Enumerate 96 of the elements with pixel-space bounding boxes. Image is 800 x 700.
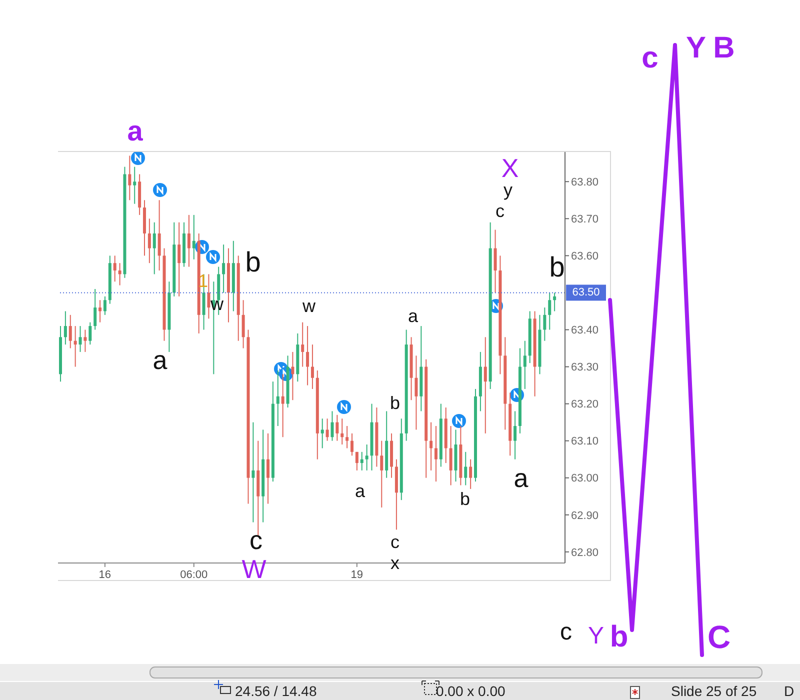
- y-tick-label: 63.80: [571, 176, 599, 189]
- candlestick: [414, 355, 418, 430]
- y-tick-label: 63.30: [571, 362, 599, 374]
- annotation: x: [390, 553, 400, 573]
- candlestick: [346, 426, 349, 449]
- y-tick-label: 63.70: [571, 214, 599, 226]
- ref-line-label: 63.50: [572, 286, 600, 299]
- annotation: X: [501, 153, 519, 183]
- candlestick: [192, 214, 196, 260]
- candlestick: [548, 292, 552, 330]
- annotation: b: [390, 393, 400, 413]
- candlestick: [158, 200, 161, 271]
- candlestick: [306, 326, 310, 386]
- annotation: a: [408, 306, 419, 326]
- candlestick: [187, 214, 190, 268]
- candlestick: [128, 155, 132, 201]
- annotation: W: [242, 554, 267, 584]
- candlestick: [291, 351, 294, 401]
- candlestick: [350, 432, 354, 456]
- candlestick: [449, 426, 452, 486]
- candlestick: [113, 255, 116, 282]
- candlestick: [336, 414, 339, 442]
- annotation: a: [514, 463, 529, 493]
- candlestick: [326, 418, 329, 442]
- text: a: [127, 116, 144, 146]
- annotation: y: [504, 180, 512, 200]
- y-tick-label: 62.80: [571, 546, 599, 559]
- candlestick: [464, 451, 468, 486]
- y-tick-label: 63.40: [571, 324, 599, 337]
- candlestick: [242, 300, 245, 349]
- candlestick: [94, 288, 97, 330]
- annotation: a: [152, 345, 168, 375]
- y-tick-label: 62.90: [571, 510, 599, 522]
- candlestick: [553, 292, 556, 312]
- text: B: [713, 32, 735, 64]
- x-tick-label: 06:00: [180, 568, 208, 581]
- candlestick: [68, 314, 72, 349]
- candlestick: [430, 422, 433, 471]
- text: c: [642, 42, 658, 74]
- candlestick: [543, 307, 546, 342]
- candlestick: [64, 310, 67, 346]
- candlestick: [310, 344, 314, 390]
- candlestick: [434, 426, 438, 482]
- annotation: c: [496, 201, 504, 221]
- candlestick: [340, 418, 344, 446]
- y-tick-label: 63.60: [571, 250, 599, 263]
- candlestick: [494, 229, 497, 294]
- text: Y: [588, 622, 604, 650]
- candlestick: [330, 410, 334, 442]
- text: c: [560, 618, 572, 646]
- candlestick: [98, 300, 102, 323]
- annotation: w: [302, 296, 316, 316]
- candlestick: [78, 326, 82, 352]
- candlestick: [118, 262, 122, 286]
- candlestick: [178, 222, 181, 297]
- annotation: b: [460, 489, 470, 509]
- candlestick: [152, 222, 156, 275]
- candlestick: [84, 329, 87, 352]
- text: 0.00 x 0.00: [436, 683, 506, 699]
- candlestick: [355, 451, 358, 471]
- text: b: [610, 620, 628, 654]
- text: Y: [686, 32, 706, 64]
- candlestick: [252, 422, 255, 523]
- annotation: c: [390, 532, 400, 552]
- annotation: a: [354, 481, 366, 501]
- text: Slide 25 of 25: [671, 683, 757, 699]
- text: C: [707, 619, 731, 655]
- candlestick: [103, 296, 106, 316]
- candlestick: [88, 322, 92, 346]
- candlestick: [281, 374, 284, 438]
- y-tick-label: 63.10: [571, 436, 599, 448]
- y-tick-label: 63.00: [571, 472, 599, 485]
- candlestick: [360, 451, 364, 471]
- candlestick: [320, 418, 324, 449]
- candlestick: [276, 370, 280, 426]
- candlestick: [207, 274, 210, 320]
- candlestick: [301, 322, 304, 368]
- text: 24.56 / 14.48: [235, 683, 317, 699]
- y-tick-label: 63.20: [571, 398, 599, 411]
- candlestick: [380, 440, 384, 508]
- candlestick: [133, 166, 136, 204]
- candlestick: [222, 244, 226, 294]
- annotation: b: [245, 246, 261, 278]
- candlestick: [523, 340, 526, 390]
- candlestick: [148, 218, 151, 264]
- annotation: c: [250, 525, 262, 555]
- text: D: [784, 683, 794, 699]
- x-tick-label: 16: [98, 568, 112, 581]
- candlestick: [469, 458, 472, 490]
- candlestick: [514, 410, 517, 460]
- x-tick-label: 19: [350, 568, 364, 581]
- annotation: b: [549, 252, 565, 282]
- candlestick: [484, 336, 487, 434]
- candlestick: [266, 432, 270, 504]
- candlestick: [365, 444, 368, 471]
- candlestick: [74, 326, 77, 368]
